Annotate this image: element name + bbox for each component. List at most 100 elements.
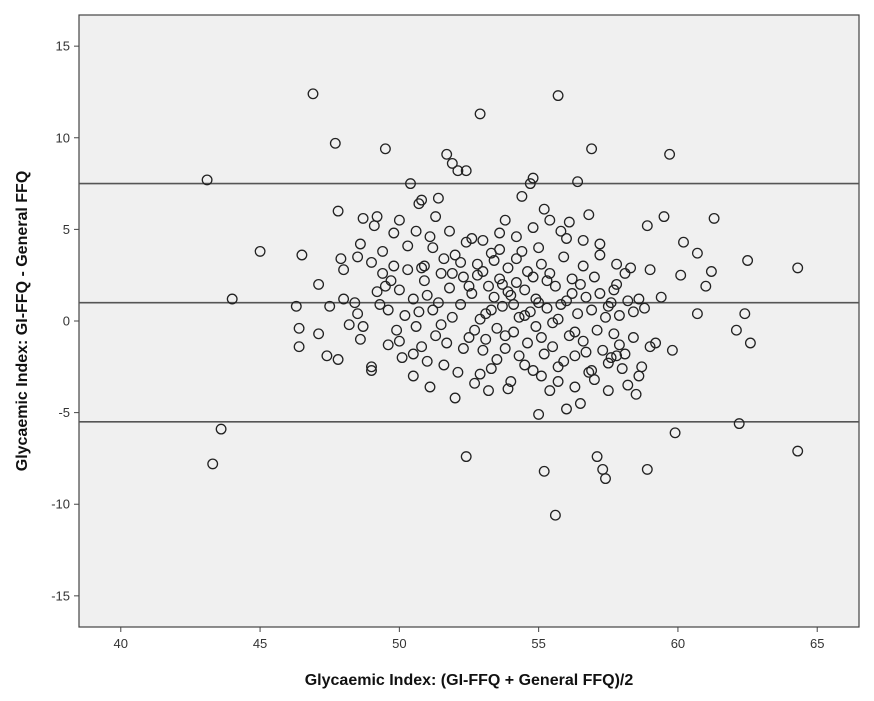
data-point — [630, 388, 642, 400]
data-point — [533, 242, 545, 254]
data-point — [602, 300, 614, 312]
y-tick-label: 0 — [63, 314, 70, 329]
data-point — [449, 249, 461, 261]
data-point — [410, 225, 422, 237]
data-point — [669, 427, 681, 439]
data-point — [407, 348, 419, 360]
x-tick-label: 50 — [392, 636, 406, 651]
data-point — [388, 227, 400, 239]
plot-background — [78, 14, 860, 628]
data-point — [516, 245, 528, 257]
data-point — [438, 359, 450, 371]
data-point — [516, 190, 528, 202]
data-point — [402, 240, 414, 252]
data-point — [471, 269, 483, 281]
data-point — [538, 348, 550, 360]
data-point — [664, 148, 676, 160]
data-point — [792, 262, 804, 274]
data-point — [226, 293, 238, 305]
data-point — [613, 339, 625, 351]
data-point — [633, 370, 645, 382]
data-point — [527, 172, 539, 184]
data-point — [569, 350, 581, 362]
data-point — [374, 299, 386, 310]
data-point — [577, 234, 589, 246]
data-point — [563, 216, 575, 228]
data-point — [201, 174, 213, 186]
data-point — [519, 284, 531, 296]
data-point — [407, 370, 419, 382]
y-tick-label: -10 — [51, 497, 70, 512]
data-point — [496, 278, 508, 290]
data-point — [552, 376, 564, 387]
data-point — [463, 280, 475, 292]
data-point — [332, 354, 344, 365]
data-point — [460, 236, 472, 248]
data-point — [625, 262, 637, 274]
data-point — [410, 321, 422, 332]
data-point — [466, 233, 478, 244]
data-point — [522, 266, 533, 277]
data-point — [477, 266, 489, 277]
data-point — [293, 341, 305, 353]
data-point — [572, 176, 584, 188]
data-point — [547, 317, 559, 329]
data-point — [574, 398, 586, 409]
data-point — [480, 333, 492, 345]
data-point — [627, 306, 639, 318]
y-tick-label: 15 — [56, 39, 70, 54]
data-point — [424, 231, 436, 243]
data-point — [474, 108, 486, 120]
data-point — [619, 348, 631, 360]
data-point — [622, 379, 634, 391]
data-point — [421, 289, 433, 301]
data-point — [430, 330, 442, 342]
data-point — [477, 344, 489, 356]
data-point — [527, 271, 539, 283]
x-tick-label: 65 — [810, 636, 824, 651]
x-axis-ticks: 40 45 50 55 60 65 — [114, 627, 824, 651]
data-point — [388, 260, 400, 272]
data-point — [580, 346, 592, 358]
data-point — [591, 451, 603, 463]
data-point — [488, 255, 500, 266]
data-point — [577, 335, 589, 347]
data-point — [549, 509, 561, 521]
x-tick-label: 60 — [671, 636, 685, 651]
data-point — [254, 245, 266, 257]
data-point — [416, 262, 428, 274]
data-point — [535, 370, 547, 382]
data-point — [608, 328, 620, 340]
data-point — [527, 222, 539, 234]
reference-lines — [79, 182, 859, 423]
data-point — [435, 267, 447, 279]
data-point — [605, 297, 617, 309]
data-point — [513, 311, 525, 323]
data-point — [513, 350, 525, 362]
data-point — [555, 225, 567, 237]
data-point — [627, 332, 639, 343]
data-point — [352, 308, 364, 320]
data-point — [544, 214, 556, 226]
data-points — [201, 88, 804, 521]
data-point — [441, 148, 453, 160]
data-point — [377, 245, 389, 257]
data-point — [463, 332, 475, 343]
data-point — [566, 288, 578, 299]
data-point — [555, 299, 567, 310]
data-point — [444, 282, 455, 294]
data-point — [449, 392, 461, 404]
data-point — [510, 277, 522, 288]
data-point — [293, 322, 305, 334]
x-axis-title: Glycaemic Index: (GI-FFQ + General FFQ)/… — [305, 672, 634, 689]
data-point — [469, 324, 481, 336]
data-point — [552, 90, 564, 102]
data-point — [474, 368, 486, 380]
data-point — [452, 165, 464, 177]
data-point — [379, 143, 391, 155]
data-point — [354, 333, 366, 345]
data-point — [338, 264, 350, 276]
data-point — [324, 300, 336, 312]
data-point — [613, 310, 625, 321]
